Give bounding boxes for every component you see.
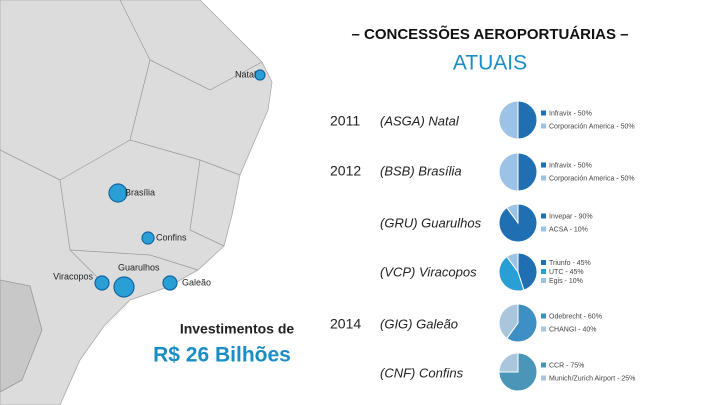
legend-swatch xyxy=(541,260,546,265)
map-point-label: Natal xyxy=(235,69,256,79)
legend-swatch xyxy=(541,175,546,181)
legend-label: Infravix - 50% xyxy=(549,162,592,169)
airport-label: (VCP) Viracopos xyxy=(380,264,477,279)
legend-label: UTC - 45% xyxy=(549,269,584,276)
map-point xyxy=(94,275,110,291)
pie-slice xyxy=(517,100,538,140)
map-point-label: Viracopos xyxy=(53,271,93,281)
airport-label: (CNF) Confins xyxy=(380,365,464,380)
map-point xyxy=(162,275,178,291)
legend-swatch xyxy=(541,326,546,332)
pie-slice xyxy=(517,152,538,192)
map-borders xyxy=(0,0,263,281)
legend-swatch xyxy=(541,278,546,283)
legend-swatch xyxy=(541,362,546,368)
legend-label: Invepar - 90% xyxy=(549,213,593,220)
pie-slice xyxy=(506,203,519,225)
map-land xyxy=(0,0,273,405)
legend-swatch xyxy=(541,213,546,219)
airport-label: (BSB) Brasília xyxy=(380,163,462,178)
airport-label: (GRU) Guarulhos xyxy=(380,215,482,230)
year: 2014 xyxy=(330,316,361,332)
legend-label: Odebrecht - 60% xyxy=(549,313,602,320)
investment-value: R$ 26 Bilhões xyxy=(153,344,291,367)
legend-label: Egis - 10% xyxy=(549,278,583,285)
year: 2011 xyxy=(330,113,360,129)
pie-slice xyxy=(498,100,519,140)
legend-label: CCR - 75% xyxy=(549,362,584,369)
legend-label: Munich/Zurich Airport - 25% xyxy=(549,375,635,382)
map-point xyxy=(108,183,128,203)
map-point xyxy=(113,276,135,298)
slide-title: – CONCESSÕES AEROPORTUÁRIAS – xyxy=(352,25,629,43)
legend-swatch xyxy=(541,123,546,129)
legend-swatch xyxy=(541,375,546,381)
map-neighbour xyxy=(0,279,43,393)
investment-label: Investimentos de xyxy=(180,321,295,337)
map-point xyxy=(254,69,266,81)
legend-swatch xyxy=(541,162,546,168)
pie-slice xyxy=(506,252,519,274)
year: 2012 xyxy=(330,163,361,179)
map-point-label: Guarulhos xyxy=(118,262,160,272)
map-point xyxy=(141,231,155,245)
legend-swatch xyxy=(541,269,546,274)
legend-swatch xyxy=(541,226,546,232)
pie-slice xyxy=(498,303,519,340)
legend-label: ACSA - 10% xyxy=(549,226,588,233)
airport-label: (GIG) Galeão xyxy=(380,316,458,331)
legend-label: Infravix - 50% xyxy=(549,110,592,117)
slide-subtitle: ATUAIS xyxy=(453,52,527,75)
map-point-label: Confins xyxy=(156,232,187,242)
pie-slice xyxy=(498,255,525,292)
legend-label: Corporación America - 50% xyxy=(549,175,635,182)
pie-slice xyxy=(517,252,538,291)
pie-slice xyxy=(498,352,538,392)
legend-label: Corporación America - 50% xyxy=(549,123,635,130)
pie-slice xyxy=(498,152,519,192)
airport-label: (ASGA) Natal xyxy=(380,113,460,128)
legend-label: CHANGI - 40% xyxy=(549,326,596,333)
map-point-label: Brasília xyxy=(125,187,155,197)
legend-label: Triunfo - 45% xyxy=(549,260,591,267)
pie-slice xyxy=(498,352,519,373)
map-point-label: Galeão xyxy=(182,277,211,287)
legend-swatch xyxy=(541,313,546,319)
pie-slice xyxy=(506,303,538,343)
legend-swatch xyxy=(541,110,546,116)
